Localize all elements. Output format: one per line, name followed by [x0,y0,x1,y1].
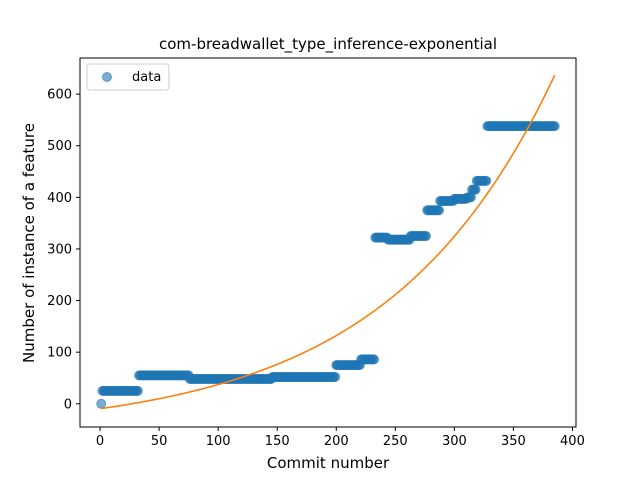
x-tick-label: 150 [265,434,290,449]
y-tick-label: 300 [47,242,72,257]
y-axis-label: Number of instance of a feature [20,123,38,363]
data-point [421,231,432,242]
y-tick-label: 400 [47,191,72,206]
plot-frame [79,57,577,428]
data-point [369,354,380,365]
legend-label-data: data [132,70,161,85]
plot-area: 0 50 100 150 200 250 300 350 400 0 100 200 300 400 500… [47,57,585,449]
x-tick-label: 100 [206,434,231,449]
data-point [549,121,560,132]
data-point [470,184,481,195]
legend-box [86,63,170,91]
x-tick-label: 0 [96,434,104,449]
legend-marker-data [102,72,112,82]
data-point [132,385,143,396]
x-tick-label: 50 [151,434,168,449]
data-point [481,175,492,186]
x-tick-label: 350 [501,434,526,449]
data-point [434,205,445,216]
y-tick-label: 600 [47,88,72,103]
data-point [96,398,107,409]
data-point [330,371,341,382]
x-tick-label: 250 [383,434,408,449]
y-tick-label: 0 [64,397,72,412]
y-tick-label: 500 [47,139,72,154]
x-tick-label: 200 [324,434,349,449]
fit-line [101,74,556,410]
legend: data [86,63,170,91]
x-axis-label: Commit number [267,454,390,472]
x-tick-label: 300 [442,434,467,449]
y-tick-label: 200 [47,294,72,309]
y-tick-label: 100 [47,346,72,361]
x-tick-label: 400 [560,434,585,449]
chart-title: com-breadwallet_type_inference-exponenti… [159,35,497,54]
